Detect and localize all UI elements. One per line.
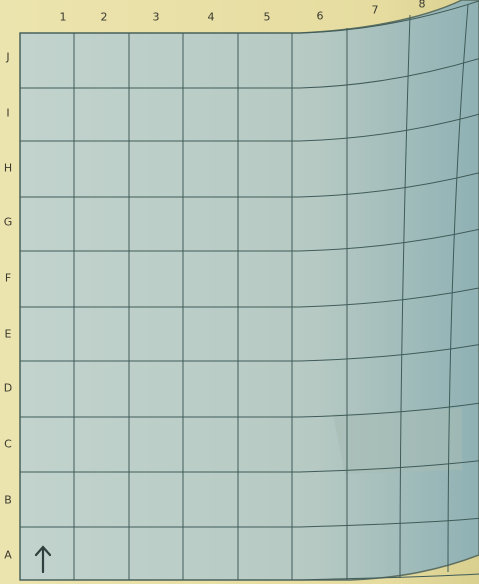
grid-line-horizontal bbox=[20, 517, 479, 528]
column-label: 1 bbox=[59, 10, 67, 24]
row-label: I bbox=[6, 106, 10, 120]
row-label: F bbox=[4, 271, 12, 285]
column-label: 5 bbox=[263, 10, 271, 24]
shaded-cell-region bbox=[333, 408, 462, 474]
grid-line-horizontal bbox=[20, 58, 479, 89]
column-label: 7 bbox=[371, 3, 379, 17]
grid-lines bbox=[19, 0, 479, 581]
row-label: A bbox=[4, 548, 12, 562]
row-label: B bbox=[4, 493, 12, 507]
grid-line-vertical bbox=[399, 14, 411, 579]
column-label: 2 bbox=[100, 10, 108, 24]
grid-line-horizontal bbox=[20, 573, 479, 581]
row-label: G bbox=[3, 215, 13, 229]
grid-line-vertical bbox=[447, 4, 469, 573]
grid-line-horizontal bbox=[20, 460, 479, 473]
column-label: 4 bbox=[207, 10, 215, 24]
grid-line-horizontal bbox=[20, 402, 479, 418]
north-arrow-icon bbox=[34, 545, 52, 574]
row-label: D bbox=[3, 381, 13, 395]
column-label: 3 bbox=[152, 10, 160, 24]
grid-line-horizontal bbox=[20, 344, 479, 362]
row-label: H bbox=[3, 161, 13, 175]
column-label: 6 bbox=[316, 9, 324, 23]
grid-line-horizontal bbox=[20, 0, 479, 34]
grid-line-horizontal bbox=[20, 113, 479, 142]
row-label: C bbox=[4, 437, 12, 451]
grid-line-horizontal bbox=[20, 228, 479, 252]
column-label: 8 bbox=[418, 0, 426, 11]
grid-line-horizontal bbox=[20, 172, 479, 198]
grid-area bbox=[19, 0, 479, 581]
row-label: E bbox=[4, 327, 12, 341]
row-label: J bbox=[6, 50, 10, 64]
grid-line-horizontal bbox=[20, 287, 479, 308]
